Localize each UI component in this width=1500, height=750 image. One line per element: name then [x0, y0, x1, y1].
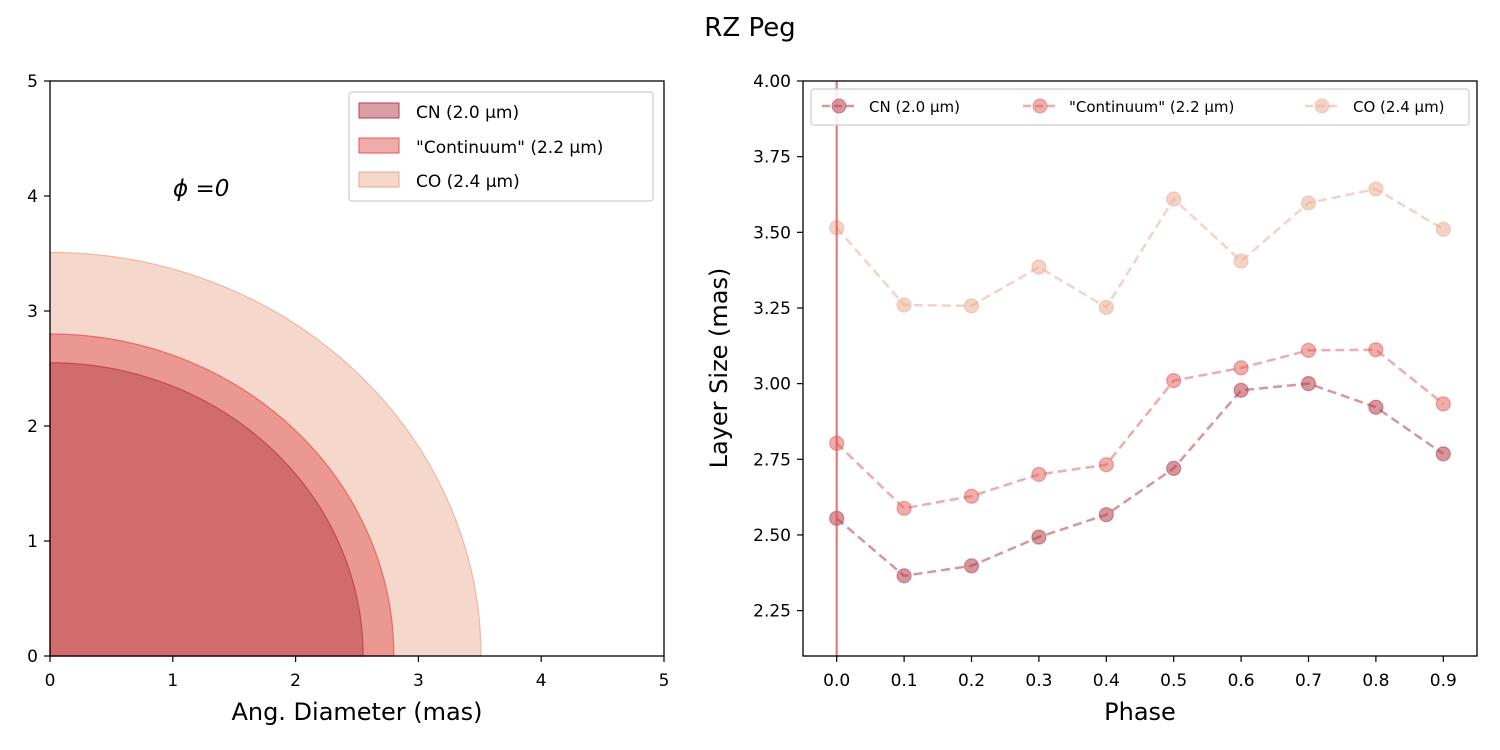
x-tick-label: 0.4 [1093, 671, 1120, 691]
data-point [896, 297, 912, 313]
x-tick-label: 0.3 [1025, 671, 1052, 691]
data-point [963, 488, 980, 504]
data-point [1435, 221, 1451, 237]
data-point [1233, 360, 1249, 376]
x-axis-ticks: 0.0 0.1 0.2 0.3 0.4 0.5 0.6 0.7 0.8 0.9 [823, 656, 1457, 691]
layer-disks [49, 251, 482, 657]
phase-annotation: ϕ =0 [173, 176, 229, 202]
legend-marker-cn [822, 98, 856, 114]
legend-swatch-continuum [358, 137, 400, 154]
series-1 [829, 342, 1451, 516]
x-tick-label: 0.0 [823, 671, 850, 691]
x-tick-label: 0.6 [1228, 671, 1255, 691]
data-point [1435, 446, 1451, 462]
data-point [1300, 376, 1317, 392]
data-point [1098, 507, 1114, 523]
legend-label-continuum: "Continuum" (2.2 µm) [1069, 98, 1234, 116]
figure-title: RZ Peg [704, 13, 795, 43]
y-tick-label: 3.00 [753, 375, 791, 395]
data-point [1368, 181, 1384, 197]
data-point [896, 568, 912, 584]
data-point [1233, 253, 1249, 269]
data-point [1166, 460, 1182, 476]
legend-label-co: CO (2.4 µm) [416, 172, 520, 192]
data-point [1031, 466, 1047, 483]
left-chart: 0 1 2 3 4 5 0 1 2 3 4 5 ϕ =0 Ang. Diameter (mas) C… [27, 72, 669, 726]
legend-label-cn: CN (2.0 µm) [869, 98, 960, 116]
data-point [1031, 529, 1047, 545]
data-point [1435, 396, 1451, 412]
right-x-axis-label: Phase [1104, 698, 1176, 726]
x-tick-label: 0.8 [1362, 671, 1389, 691]
x-tick-label: 0.5 [1160, 671, 1187, 691]
data-point [1368, 342, 1384, 358]
data-point [963, 298, 980, 314]
x-tick-label: 2 [290, 671, 301, 691]
right-legend: CN (2.0 µm) "Continuum" (2.2 µm) CO (2.4… [810, 88, 1470, 126]
y-tick-label: 3 [27, 302, 38, 322]
data-point [896, 500, 912, 516]
data-point [1300, 342, 1317, 358]
legend-label-co: CO (2.4 µm) [1353, 98, 1445, 116]
y-tick-label: 3.25 [753, 299, 791, 319]
legend-marker-continuum [1023, 98, 1057, 114]
series-line [835, 382, 1445, 578]
x-tick-label: 5 [659, 671, 670, 691]
right-y-axis-label: Layer Size (mas) [705, 268, 733, 469]
y-tick-label: 2.50 [753, 526, 791, 546]
x-tick-label: 0.2 [958, 671, 985, 691]
y-tick-label: 0 [27, 647, 38, 667]
x-tick-label: 0.7 [1295, 671, 1322, 691]
x-tick-label: 0 [45, 671, 56, 691]
x-tick-label: 0.1 [891, 671, 918, 691]
right-chart: 0.0 0.1 0.2 0.3 0.4 0.5 0.6 0.7 0.8 0.9 2.252.502… [705, 72, 1478, 726]
y-axis-ticks: 0 1 2 3 4 5 [27, 72, 50, 667]
left-legend: CN (2.0 µm) "Continuum" (2.2 µm) CO (2.4… [348, 91, 654, 202]
legend-swatch-co [358, 171, 400, 188]
series-line [835, 348, 1445, 510]
data-point [1098, 299, 1114, 315]
data-point [1098, 457, 1114, 473]
series-2 [829, 181, 1451, 315]
data-point [1031, 259, 1047, 275]
data-point [1233, 382, 1249, 398]
y-tick-label: 2.25 [753, 602, 791, 622]
data-point [1300, 195, 1317, 211]
y-tick-label: 4.00 [753, 72, 791, 92]
data-point [1166, 191, 1182, 207]
data-point [1368, 399, 1384, 415]
y-tick-label: 5 [27, 72, 38, 92]
left-x-axis-label: Ang. Diameter (mas) [231, 698, 482, 726]
x-axis-ticks: 0 1 2 3 4 5 [45, 656, 670, 691]
y-tick-label: 4 [27, 187, 38, 207]
data-point [1166, 373, 1182, 389]
series-0 [829, 376, 1451, 584]
legend-label-cn: CN (2.0 µm) [416, 103, 519, 123]
y-tick-label: 2.75 [753, 450, 791, 470]
legend-marker-co [1305, 98, 1339, 114]
right-plot-frame [802, 80, 1478, 657]
y-axis-ticks: 2.25 2.50 2.75 3.00 3.25 3.50 3.75 4.00 [753, 72, 803, 622]
y-tick-label: 1 [27, 532, 38, 552]
x-tick-label: 1 [167, 671, 178, 691]
data-point [963, 558, 980, 574]
layer-disk-2 [49, 362, 364, 657]
y-tick-label: 3.75 [753, 148, 791, 168]
x-tick-label: 3 [413, 671, 424, 691]
legend-label-continuum: "Continuum" (2.2 µm) [416, 138, 603, 158]
legend-swatch-cn [358, 102, 400, 119]
left-plot-frame [49, 80, 665, 657]
series-lines [829, 181, 1451, 584]
y-tick-label: 2 [27, 417, 38, 437]
x-tick-label: 4 [536, 671, 547, 691]
y-tick-label: 3.50 [753, 223, 791, 243]
x-tick-label: 0.9 [1430, 671, 1457, 691]
